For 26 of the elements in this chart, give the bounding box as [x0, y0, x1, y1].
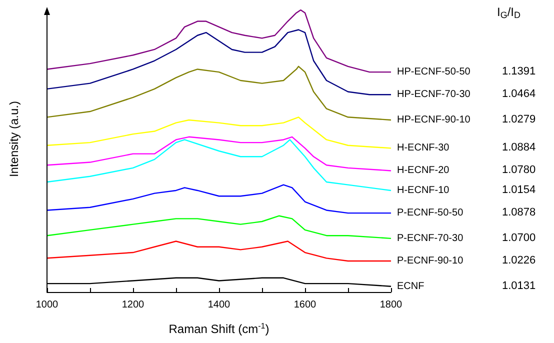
x-tick-label: 1600 [294, 300, 317, 310]
series-label: HP-ECNF-70-30 [397, 89, 471, 100]
x-tick-label: 1000 [36, 300, 59, 310]
series-label: H-ECNF-30 [397, 142, 450, 154]
series-label: HP-ECNF-90-10 [397, 114, 471, 126]
text: 1.0279 [502, 113, 536, 126]
series-label: HP-ECNF-50-50 [397, 66, 471, 78]
series-label: H-ECNF-10 [397, 184, 450, 196]
text: 1.0780 [502, 164, 536, 176]
text: 1.0131 [502, 280, 536, 292]
text: 1.0878 [502, 206, 536, 219]
series-label: H-ECNF-20 [397, 165, 450, 176]
text: 1.0464 [502, 88, 536, 100]
x-tick-label: 1400 [208, 300, 231, 310]
series-label: P-ECNF-50-50 [397, 208, 464, 219]
series-label: ECNF [397, 280, 424, 292]
text: 1.1391 [502, 66, 536, 78]
text: 1.0700 [502, 232, 536, 244]
series-label: P-ECNF-90-10 [397, 255, 464, 266]
y-axis-title: Intensity (a.u.) [7, 100, 21, 178]
text: 1.0154 [502, 184, 536, 196]
text: 1.0884 [502, 142, 536, 154]
x-tick-label: 1200 [122, 300, 145, 310]
text: 1.0226 [502, 254, 536, 266]
x-tick-label: 1800 [380, 300, 403, 310]
series-label: P-ECNF-70-30 [397, 232, 464, 244]
